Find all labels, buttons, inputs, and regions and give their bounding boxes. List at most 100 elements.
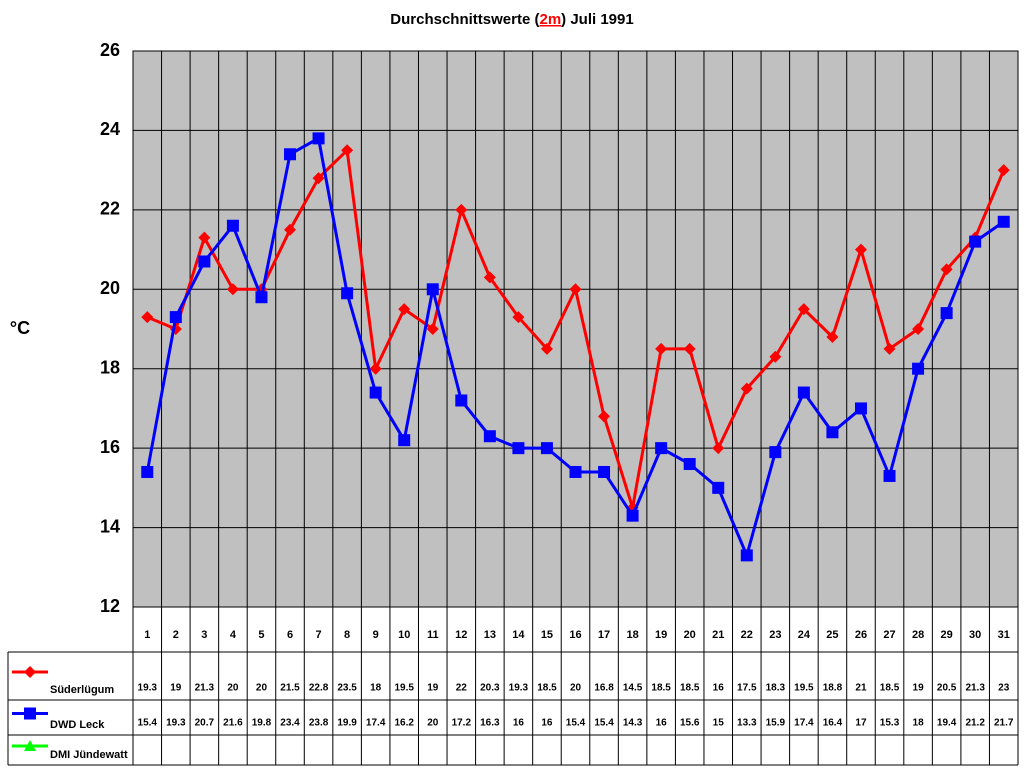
table-value: 20 bbox=[256, 683, 268, 694]
point bbox=[997, 215, 1010, 228]
x-tick-label: 23 bbox=[769, 629, 781, 641]
point bbox=[369, 386, 382, 399]
table-value: 17.4 bbox=[794, 718, 814, 729]
table-value: 19.3 bbox=[166, 718, 186, 729]
x-tick-label: 2 bbox=[173, 629, 179, 641]
table-value: 13.3 bbox=[737, 718, 757, 729]
point bbox=[740, 549, 753, 562]
table-value: 18 bbox=[370, 683, 382, 694]
table-value: 19.5 bbox=[794, 683, 814, 694]
y-tick-label: 18 bbox=[100, 357, 120, 377]
title-highlight: 2m bbox=[539, 11, 561, 28]
table-value: 22 bbox=[456, 683, 468, 694]
table-value: 19.3 bbox=[509, 683, 529, 694]
table-value: 20 bbox=[570, 683, 582, 694]
point bbox=[769, 350, 782, 363]
table-value: 15.4 bbox=[566, 718, 586, 729]
legend-marker bbox=[24, 740, 36, 751]
table-value: 18.5 bbox=[680, 683, 700, 694]
x-tick-label: 10 bbox=[398, 629, 410, 641]
y-axis-label: °C bbox=[10, 318, 30, 338]
x-tick-label: 21 bbox=[712, 629, 724, 641]
table-value: 16.4 bbox=[823, 718, 843, 729]
x-tick-label: 11 bbox=[427, 629, 439, 641]
table-value: 17.5 bbox=[737, 683, 757, 694]
legend-label: DWD Leck bbox=[50, 719, 105, 731]
table-value: 22.8 bbox=[309, 683, 329, 694]
table-value: 18.5 bbox=[880, 683, 900, 694]
x-tick-label: 17 bbox=[598, 629, 610, 641]
x-tick-label: 4 bbox=[230, 629, 237, 641]
point bbox=[455, 203, 468, 216]
table-value: 17.2 bbox=[452, 718, 472, 729]
point bbox=[198, 231, 211, 244]
point bbox=[655, 342, 668, 355]
x-tick-label: 30 bbox=[969, 629, 981, 641]
table-value: 21.3 bbox=[195, 683, 215, 694]
table-value: 15.6 bbox=[680, 718, 700, 729]
point bbox=[483, 271, 496, 284]
x-tick-label: 7 bbox=[316, 629, 322, 641]
table-value: 21.3 bbox=[965, 683, 985, 694]
x-tick-label: 15 bbox=[541, 629, 553, 641]
point bbox=[312, 132, 325, 145]
legend-marker bbox=[24, 666, 36, 678]
plot-area bbox=[132, 50, 1019, 608]
x-tick-label: 5 bbox=[258, 629, 264, 641]
table-value: 15.4 bbox=[594, 718, 614, 729]
y-tick-label: 20 bbox=[100, 278, 120, 298]
table-value: 15.4 bbox=[138, 718, 158, 729]
point bbox=[740, 382, 753, 395]
table-value: 15 bbox=[713, 718, 725, 729]
x-tick-label: 26 bbox=[855, 629, 867, 641]
point bbox=[912, 362, 925, 375]
point bbox=[569, 465, 582, 478]
point bbox=[483, 430, 496, 443]
point bbox=[141, 465, 154, 478]
table-value: 19.3 bbox=[138, 683, 158, 694]
x-tick-label: 24 bbox=[798, 629, 811, 641]
point bbox=[912, 323, 925, 335]
table-value: 17.4 bbox=[366, 718, 386, 729]
point bbox=[940, 263, 953, 276]
x-tick-label: 27 bbox=[883, 629, 895, 641]
table-value: 19 bbox=[913, 683, 925, 694]
y-tick-label: 12 bbox=[100, 596, 120, 616]
point bbox=[826, 330, 839, 343]
table-value: 16 bbox=[513, 718, 525, 729]
table-value: 16.3 bbox=[480, 718, 500, 729]
point bbox=[255, 291, 268, 304]
point bbox=[198, 255, 211, 268]
legend-label: DMI Jündewatt bbox=[50, 749, 128, 761]
table-value: 20 bbox=[227, 683, 239, 694]
point bbox=[341, 287, 354, 300]
point bbox=[312, 172, 325, 185]
point bbox=[540, 442, 553, 455]
x-tick-label: 13 bbox=[484, 629, 496, 641]
table-value: 15.3 bbox=[880, 718, 900, 729]
table-value: 18 bbox=[913, 718, 925, 729]
point bbox=[826, 426, 839, 439]
point bbox=[398, 434, 411, 447]
table-value: 21.5 bbox=[280, 683, 300, 694]
table-value: 21 bbox=[855, 683, 867, 694]
x-tick-label: 22 bbox=[741, 629, 753, 641]
point bbox=[655, 442, 668, 455]
point bbox=[712, 442, 725, 455]
x-tick-label: 3 bbox=[201, 629, 207, 641]
x-tick-label: 31 bbox=[998, 629, 1010, 641]
x-tick-label: 1 bbox=[144, 629, 150, 641]
legend-label: Süderlügum bbox=[50, 684, 114, 696]
point bbox=[284, 148, 297, 161]
table-value: 16 bbox=[541, 718, 553, 729]
point bbox=[626, 509, 639, 522]
point bbox=[369, 362, 382, 375]
x-tick-label: 28 bbox=[912, 629, 924, 641]
y-tick-label: 24 bbox=[100, 119, 120, 139]
table-value: 23.4 bbox=[280, 718, 300, 729]
table-value: 18.8 bbox=[823, 683, 843, 694]
x-tick-label: 25 bbox=[826, 629, 838, 641]
point bbox=[569, 283, 582, 296]
table-value: 19 bbox=[427, 683, 439, 694]
point bbox=[883, 469, 896, 482]
